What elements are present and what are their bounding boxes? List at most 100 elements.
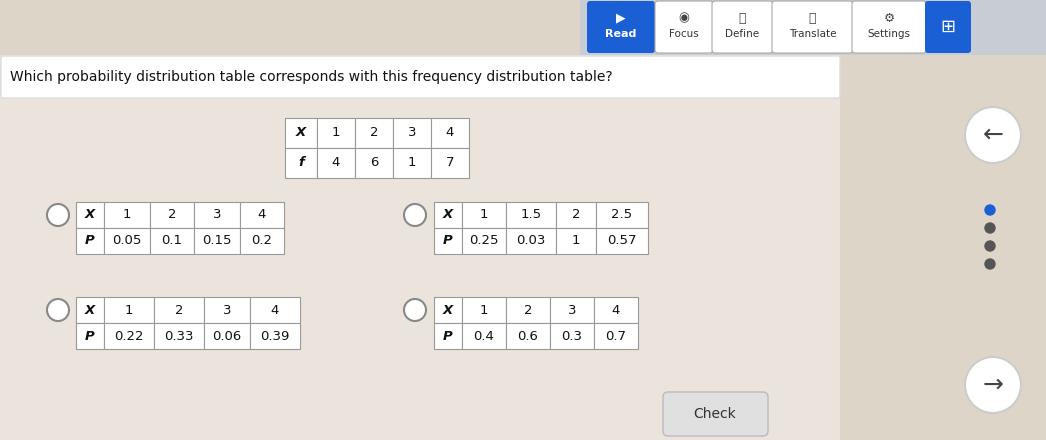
Bar — [506, 323, 550, 349]
Text: 1: 1 — [332, 126, 340, 139]
Text: Focus: Focus — [669, 29, 699, 39]
Bar — [462, 228, 506, 254]
Text: 0.39: 0.39 — [260, 330, 290, 342]
Bar — [104, 297, 154, 323]
Circle shape — [965, 107, 1021, 163]
Bar — [506, 297, 550, 323]
Bar — [393, 148, 431, 178]
Bar — [317, 118, 355, 148]
Bar — [506, 202, 556, 228]
Circle shape — [985, 205, 995, 215]
Text: Check: Check — [693, 407, 736, 421]
FancyBboxPatch shape — [1, 56, 840, 98]
Bar — [594, 297, 638, 323]
Text: Settings: Settings — [867, 29, 910, 39]
Bar — [431, 148, 469, 178]
Circle shape — [965, 357, 1021, 413]
Text: 0.06: 0.06 — [212, 330, 242, 342]
Text: Define: Define — [726, 29, 759, 39]
Bar — [579, 0, 1046, 55]
Text: ⊞: ⊞ — [940, 18, 956, 36]
Text: 3: 3 — [568, 304, 576, 316]
Text: 3: 3 — [223, 304, 231, 316]
Circle shape — [985, 241, 995, 251]
Bar — [434, 228, 462, 254]
FancyBboxPatch shape — [772, 1, 852, 53]
Text: 4: 4 — [271, 304, 279, 316]
Circle shape — [985, 259, 995, 269]
FancyBboxPatch shape — [712, 1, 773, 53]
Bar — [104, 202, 150, 228]
Text: 4: 4 — [257, 209, 266, 221]
Bar — [204, 297, 250, 323]
FancyBboxPatch shape — [663, 392, 768, 436]
Text: 1: 1 — [572, 235, 581, 247]
Bar — [431, 118, 469, 148]
Text: 2: 2 — [369, 126, 379, 139]
Bar — [194, 228, 240, 254]
Text: 2: 2 — [524, 304, 532, 316]
Text: 0.6: 0.6 — [518, 330, 539, 342]
Bar — [550, 297, 594, 323]
Text: 2.5: 2.5 — [612, 209, 633, 221]
Text: 7: 7 — [446, 157, 454, 169]
Text: 0.1: 0.1 — [161, 235, 182, 247]
Bar — [240, 228, 285, 254]
Text: 0.15: 0.15 — [202, 235, 232, 247]
Bar — [462, 323, 506, 349]
Circle shape — [47, 204, 69, 226]
Text: X: X — [85, 209, 95, 221]
Bar — [194, 202, 240, 228]
Text: 3: 3 — [212, 209, 222, 221]
Text: 0.2: 0.2 — [251, 235, 273, 247]
Bar — [154, 323, 204, 349]
Text: 🌐: 🌐 — [809, 11, 816, 25]
Bar — [462, 297, 506, 323]
Text: P: P — [85, 235, 95, 247]
Bar — [355, 118, 393, 148]
Text: X: X — [442, 209, 453, 221]
Bar — [355, 148, 393, 178]
Bar — [506, 228, 556, 254]
Bar — [150, 202, 194, 228]
Text: Translate: Translate — [789, 29, 836, 39]
Text: X: X — [296, 126, 306, 139]
FancyBboxPatch shape — [925, 1, 971, 53]
Text: →: → — [982, 373, 1003, 397]
FancyBboxPatch shape — [587, 1, 655, 53]
Text: 1: 1 — [480, 209, 488, 221]
Bar — [285, 148, 317, 178]
Text: X: X — [85, 304, 95, 316]
Text: 4: 4 — [446, 126, 454, 139]
Text: ▶: ▶ — [616, 11, 626, 25]
Text: ⚙: ⚙ — [884, 11, 894, 25]
Text: 2: 2 — [572, 209, 581, 221]
Text: 3: 3 — [408, 126, 416, 139]
Text: 0.4: 0.4 — [474, 330, 495, 342]
Circle shape — [47, 299, 69, 321]
Text: 1: 1 — [122, 209, 131, 221]
Bar — [285, 118, 317, 148]
Bar — [150, 228, 194, 254]
Bar — [596, 228, 649, 254]
Text: 2: 2 — [167, 209, 176, 221]
Bar — [556, 228, 596, 254]
Bar — [434, 323, 462, 349]
Text: f: f — [298, 157, 304, 169]
Text: 0.03: 0.03 — [517, 235, 546, 247]
Bar — [556, 202, 596, 228]
Text: 0.7: 0.7 — [606, 330, 627, 342]
Text: P: P — [444, 330, 453, 342]
Bar — [434, 297, 462, 323]
Text: 📋: 📋 — [738, 11, 746, 25]
Bar — [317, 148, 355, 178]
Text: 0.25: 0.25 — [470, 235, 499, 247]
Bar — [594, 323, 638, 349]
Bar — [240, 202, 285, 228]
Bar — [462, 202, 506, 228]
Text: 0.22: 0.22 — [114, 330, 143, 342]
Bar — [434, 202, 462, 228]
Bar — [76, 202, 104, 228]
Text: 6: 6 — [370, 157, 379, 169]
Text: 1: 1 — [408, 157, 416, 169]
